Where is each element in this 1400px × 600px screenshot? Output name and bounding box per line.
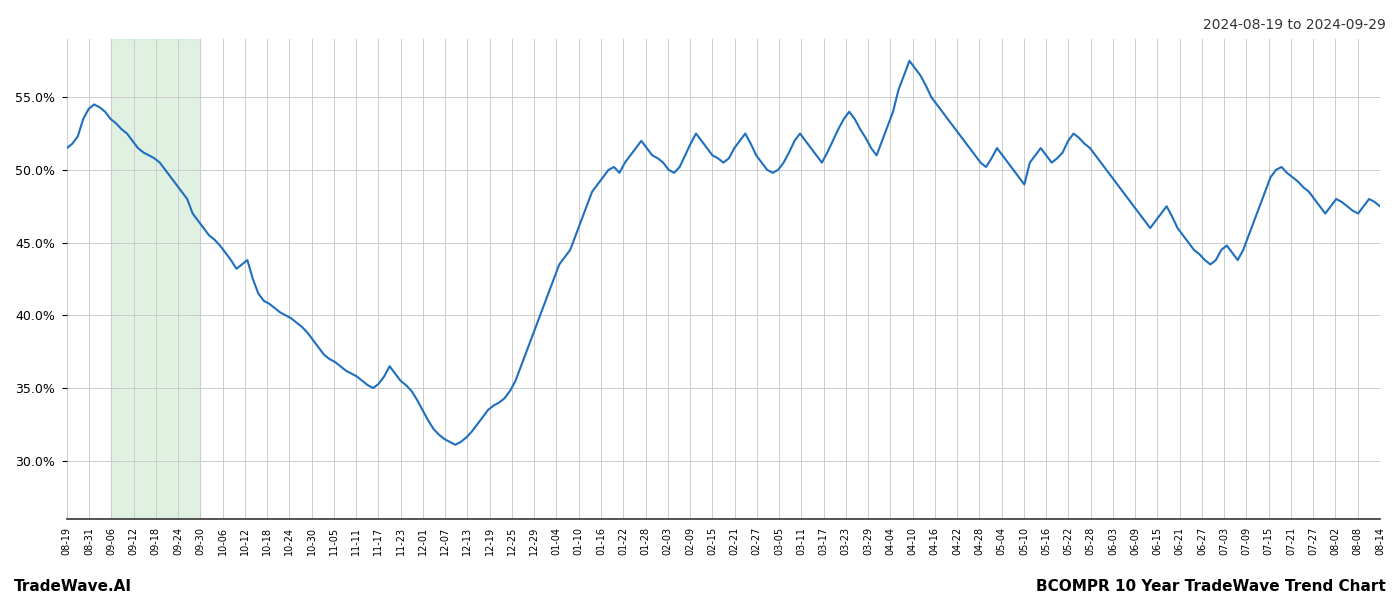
Text: 2024-08-19 to 2024-09-29: 2024-08-19 to 2024-09-29 <box>1203 18 1386 32</box>
Bar <box>112 39 200 519</box>
Text: BCOMPR 10 Year TradeWave Trend Chart: BCOMPR 10 Year TradeWave Trend Chart <box>1036 579 1386 594</box>
Text: TradeWave.AI: TradeWave.AI <box>14 579 132 594</box>
